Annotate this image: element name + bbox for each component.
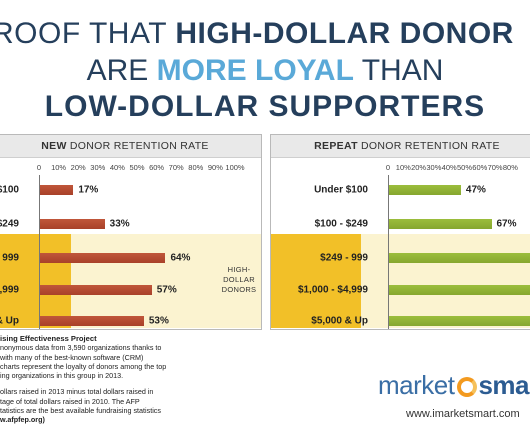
title-highlight: MORE LOYAL — [156, 54, 354, 87]
title-line-1: ROOF THAT HIGH-DOLLAR DONOR — [0, 17, 522, 51]
category-label: Under $100 — [314, 184, 368, 196]
logo-smart: sma — [478, 370, 530, 400]
marketsmart-logo: market sma — [378, 370, 530, 401]
bar-value-label: 57% — [156, 284, 177, 296]
bar-value-label: 47% — [465, 184, 486, 196]
category-label: $1,000 - $4,999 — [297, 284, 368, 296]
x-tick-label: 10% — [51, 163, 67, 172]
website-url: www.imarketsmart.com — [406, 408, 520, 420]
high-dollar-label-line: HIGH- — [227, 265, 251, 274]
source-gap — [0, 380, 260, 387]
logo-market: market — [378, 370, 455, 400]
category-label: - 999 — [0, 252, 19, 264]
x-tick-label: 70% — [168, 163, 184, 172]
chart-title-rest: DONOR RETENTION RATE — [357, 140, 500, 152]
x-tick-label: 0 — [36, 163, 42, 172]
retention-bar — [389, 219, 492, 229]
x-tick-label: 40% — [109, 163, 125, 172]
source-paragraph-2: ollars raised in 2013 minus total dollar… — [0, 387, 260, 415]
y-axis-line — [388, 175, 389, 329]
y-axis-line — [39, 175, 40, 329]
bar-value-label: 33% — [109, 218, 130, 230]
new-retention-chart-title: NEW DONOR RETENTION RATE — [0, 135, 261, 158]
x-tick-label: 20% — [70, 163, 86, 172]
x-tick-label: 50% — [129, 163, 145, 172]
retention-bar — [40, 185, 74, 195]
title-line-3: LOW-DOLLAR SUPPORTERS — [44, 90, 486, 123]
retention-bar — [389, 316, 530, 326]
retention-bar — [40, 253, 166, 263]
chart-title-rest: DONOR RETENTION RATE — [66, 140, 209, 152]
title-line-1-pre: ROOF THAT — [0, 17, 176, 50]
retention-bar — [40, 219, 105, 229]
x-tick-label: 80% — [502, 163, 518, 172]
source-paragraph-1: nonymous data from 3,590 organizations t… — [0, 343, 260, 380]
new-retention-chart-panel: NEW DONOR RETENTION RATE 0 10% 20% 30% 40% 50… — [0, 134, 262, 330]
x-tick-label: 60% — [149, 163, 165, 172]
source-line: with many of the best-known software (CR… — [0, 352, 144, 362]
title-line-2-post: THAN — [353, 54, 444, 87]
source-line: tatistics are the best available fundrai… — [0, 406, 161, 416]
bar-value-label: 17% — [78, 184, 99, 196]
source-line: charts represent the loyalty of donors a… — [0, 361, 167, 371]
source-url: w.afpfep.org) — [0, 415, 45, 425]
retention-bar — [389, 253, 530, 263]
x-tick-label: 40% — [441, 163, 457, 172]
x-tick-label: 90% — [207, 163, 223, 172]
category-label: $100 — [0, 184, 19, 196]
retention-bar — [389, 185, 461, 195]
source-note: ising Effectiveness Project nonymous dat… — [0, 334, 260, 425]
retention-bar — [40, 316, 144, 326]
x-tick-label: 0 — [385, 163, 391, 172]
x-tick-label: 70% — [487, 163, 503, 172]
source-line: ollars raised in 2013 minus total dollar… — [0, 387, 154, 397]
high-dollar-stub — [0, 234, 71, 328]
retention-bar — [40, 285, 152, 295]
bar-value-label: 67% — [496, 218, 517, 230]
x-tick-label: 20% — [411, 163, 427, 172]
category-label: 4,999 — [0, 284, 19, 296]
repeat-retention-chart-panel: REPEAT DONOR RETENTION RATE 0 10% 20% 30% 40… — [270, 134, 530, 330]
category-label: & Up — [0, 315, 19, 327]
category-label: $249 - 999 — [320, 252, 368, 264]
repeat-retention-chart-title: REPEAT DONOR RETENTION RATE — [271, 135, 530, 158]
chart-title-bold: NEW — [41, 140, 67, 152]
x-tick-label: 50% — [456, 163, 473, 172]
logo-ring-icon — [457, 377, 478, 397]
x-tick-label: 30% — [90, 163, 106, 172]
high-dollar-stub — [271, 234, 361, 328]
x-tick-label: 10% — [395, 163, 411, 172]
source-line: nonymous data from 3,590 organizations t… — [0, 343, 162, 353]
x-tick-label: 30% — [426, 163, 442, 172]
title-line-1-bold: HIGH-DOLLAR DONOR — [175, 17, 514, 50]
source-line: tage of total dollars raised in 2010. Th… — [0, 396, 140, 406]
x-tick-label: 60% — [472, 163, 488, 172]
x-tick-label: 80% — [188, 163, 204, 172]
source-line: ing organizations in this group in 2013. — [0, 371, 124, 381]
high-dollar-label-line: DONORS — [221, 285, 257, 294]
chart-title-bold: REPEAT — [314, 140, 358, 152]
category-label: $249 — [0, 218, 19, 230]
category-label: $100 - $249 — [314, 218, 368, 230]
title-line-2: ARE MORE LOYAL THAN — [0, 54, 530, 88]
retention-bar — [389, 285, 530, 295]
high-dollar-donors-label: HIGH- DOLLAR DONORS — [214, 265, 264, 295]
x-tick-label: 100% — [225, 163, 245, 172]
bar-value-label: 53% — [148, 315, 169, 327]
title-line-2-pre: ARE — [86, 54, 157, 87]
bar-value-label: 64% — [170, 252, 191, 264]
category-label: $5,000 & Up — [311, 315, 368, 327]
high-dollar-label-line: DOLLAR — [223, 275, 255, 284]
source-title: ising Effectiveness Project — [0, 334, 97, 343]
